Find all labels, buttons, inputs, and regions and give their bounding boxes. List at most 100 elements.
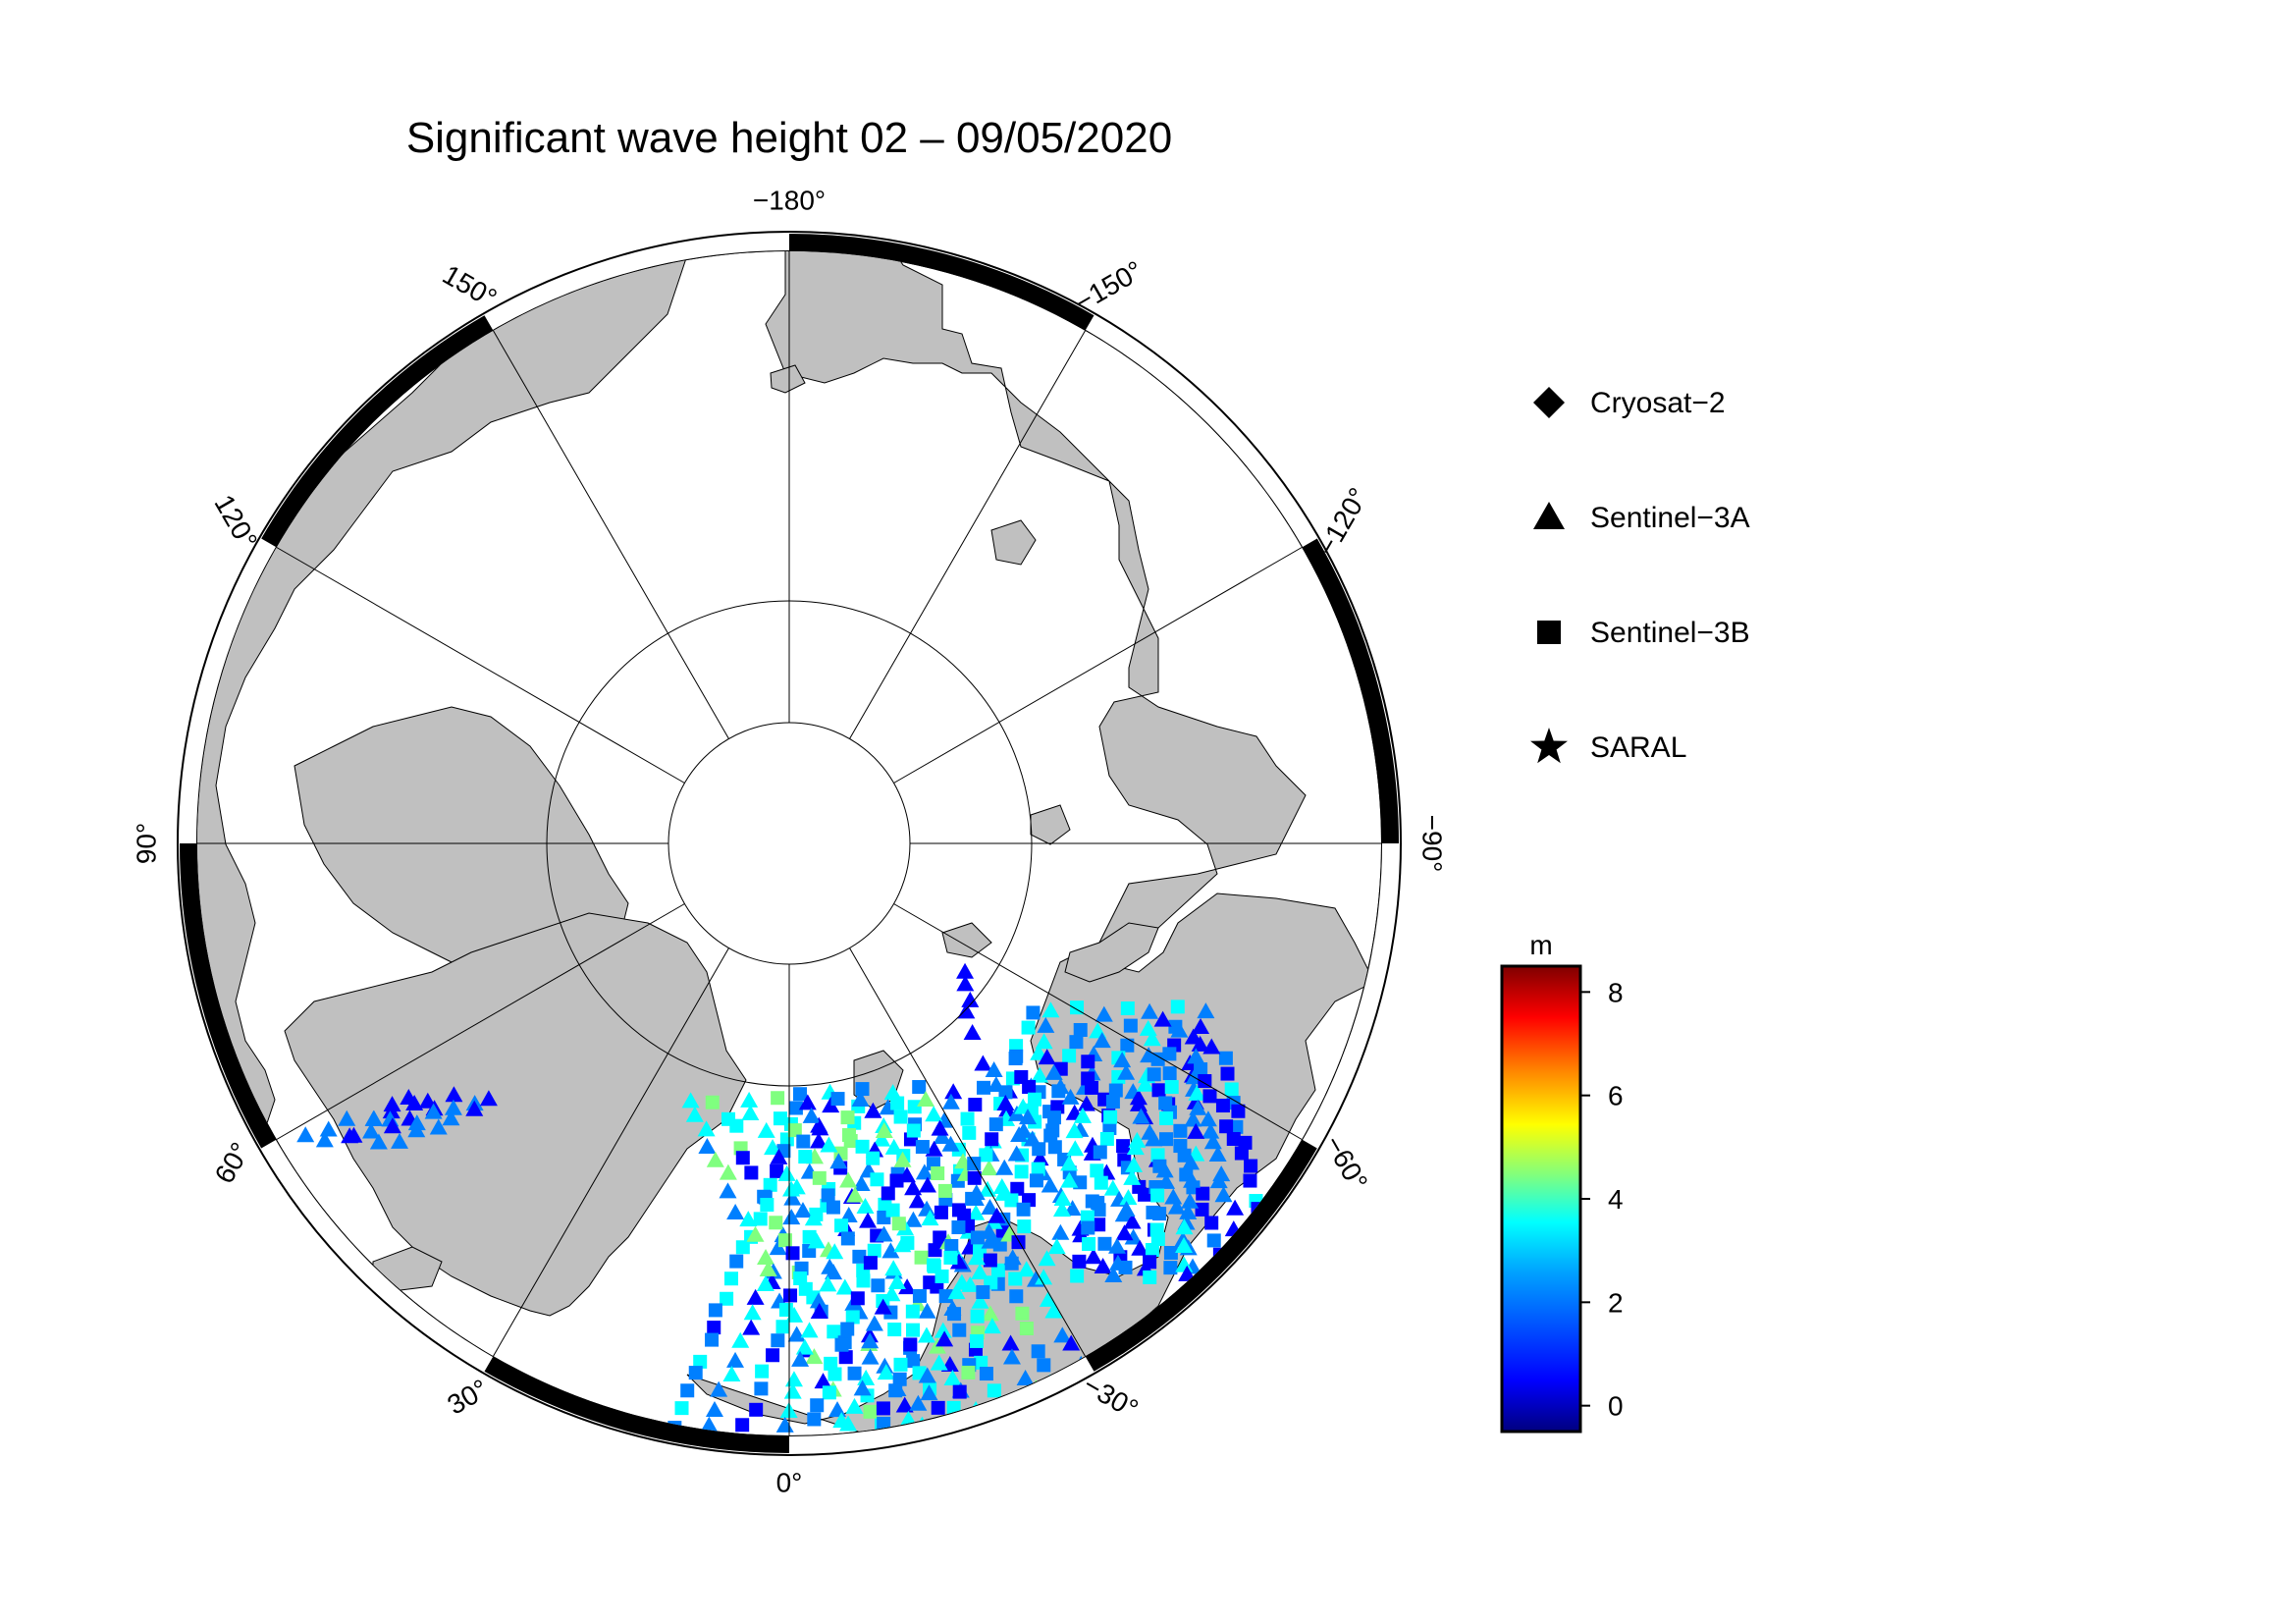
track-point: [1136, 1075, 1154, 1092]
track-point: [1082, 1236, 1096, 1251]
track-point: [807, 1412, 822, 1427]
track-point: [1062, 1049, 1077, 1063]
track-point: [1015, 1306, 1030, 1321]
track-point: [962, 1125, 977, 1140]
track-point: [904, 1211, 923, 1227]
track-point: [810, 1398, 825, 1413]
track-point: [948, 1415, 963, 1430]
track-point: [680, 1383, 695, 1398]
track-point: [857, 1369, 876, 1385]
track-point: [1007, 1145, 1026, 1162]
track-point: [822, 1385, 836, 1400]
track-point: [1069, 1035, 1084, 1050]
track-point: [429, 1118, 448, 1135]
track-point: [915, 1140, 930, 1155]
frame-band: [261, 315, 494, 548]
track-point: [812, 1170, 827, 1185]
track-point: [988, 1207, 1006, 1223]
track-point: [788, 1101, 803, 1115]
track-point: [1181, 1192, 1200, 1209]
track-point: [802, 1107, 821, 1123]
track-point: [1263, 1264, 1278, 1278]
track-point: [693, 1354, 708, 1369]
track-point: [1126, 1139, 1145, 1156]
track-point: [974, 1355, 988, 1370]
track-point: [1001, 1334, 1020, 1351]
track-point: [985, 1061, 1003, 1078]
track-point: [369, 1133, 388, 1150]
track-point: [798, 1094, 817, 1110]
track-point: [925, 1106, 943, 1122]
longitude-label: −150°: [1070, 255, 1148, 318]
track-point: [1108, 1083, 1123, 1098]
track-point: [1105, 1094, 1120, 1109]
track-point: [1077, 1095, 1095, 1111]
track-point: [1167, 1198, 1186, 1215]
track-point: [839, 1415, 858, 1432]
track-point: [770, 1148, 788, 1164]
track-point: [1052, 1201, 1071, 1217]
track-point: [1226, 1132, 1241, 1147]
track-point: [1184, 1110, 1202, 1127]
track-point: [907, 1100, 922, 1114]
track-point: [983, 1318, 1001, 1334]
track-point: [943, 1250, 958, 1265]
meridian-line: [849, 947, 1086, 1357]
track-point: [1215, 1099, 1230, 1113]
meridian-line: [893, 903, 1303, 1140]
track-point: [382, 1103, 400, 1119]
track-point: [881, 1186, 895, 1201]
track-point: [855, 1082, 870, 1097]
track-point: [1103, 1179, 1122, 1196]
track-point: [988, 1117, 1003, 1132]
track-point: [1150, 1052, 1165, 1066]
track-point: [442, 1109, 460, 1126]
track-point: [1202, 1038, 1221, 1055]
track-point: [782, 1180, 801, 1197]
track-point: [1162, 1047, 1177, 1061]
track-point: [884, 1138, 903, 1155]
track-point: [688, 1366, 703, 1380]
track-point: [719, 1182, 737, 1199]
map-title: Significant wave height 02 – 09/05/2020: [406, 114, 1172, 162]
track-point: [807, 1232, 826, 1249]
track-point: [1017, 1219, 1032, 1234]
track-point: [874, 1298, 892, 1315]
track-point: [798, 1150, 813, 1164]
track-point: [674, 1401, 689, 1416]
track-point: [967, 1204, 986, 1220]
track-point: [1039, 1290, 1057, 1307]
track-point: [892, 1372, 907, 1386]
track-point: [900, 1235, 915, 1250]
track-point: [811, 1119, 829, 1136]
track-point: [1244, 1159, 1258, 1173]
track-point: [1031, 1150, 1049, 1166]
track-point: [968, 1098, 983, 1112]
track-point: [971, 1292, 989, 1309]
track-point: [1123, 1018, 1138, 1033]
track-point: [763, 1177, 777, 1192]
track-point: [445, 1086, 463, 1103]
track-point: [754, 1381, 769, 1396]
track-point: [1060, 1171, 1079, 1188]
frame-band: [180, 842, 277, 1149]
track-point: [1102, 1121, 1117, 1136]
track-point: [1132, 1108, 1150, 1124]
track-point: [783, 1189, 802, 1206]
track-point: [826, 1200, 840, 1215]
track-point: [1037, 1358, 1051, 1373]
track-point: [726, 1203, 745, 1219]
track-point: [1141, 1002, 1159, 1019]
track-point: [876, 1401, 890, 1416]
track-point: [735, 1240, 750, 1255]
track-point: [700, 1416, 719, 1433]
track-point: [1041, 1176, 1059, 1193]
track-point: [881, 1242, 900, 1259]
track-point: [1038, 1250, 1056, 1267]
meridian-line: [276, 903, 685, 1140]
track-point: [963, 1024, 982, 1041]
track-point: [1108, 1237, 1127, 1254]
track-point: [1197, 1002, 1215, 1019]
meridian-line: [276, 547, 685, 784]
track-point: [852, 1175, 871, 1192]
